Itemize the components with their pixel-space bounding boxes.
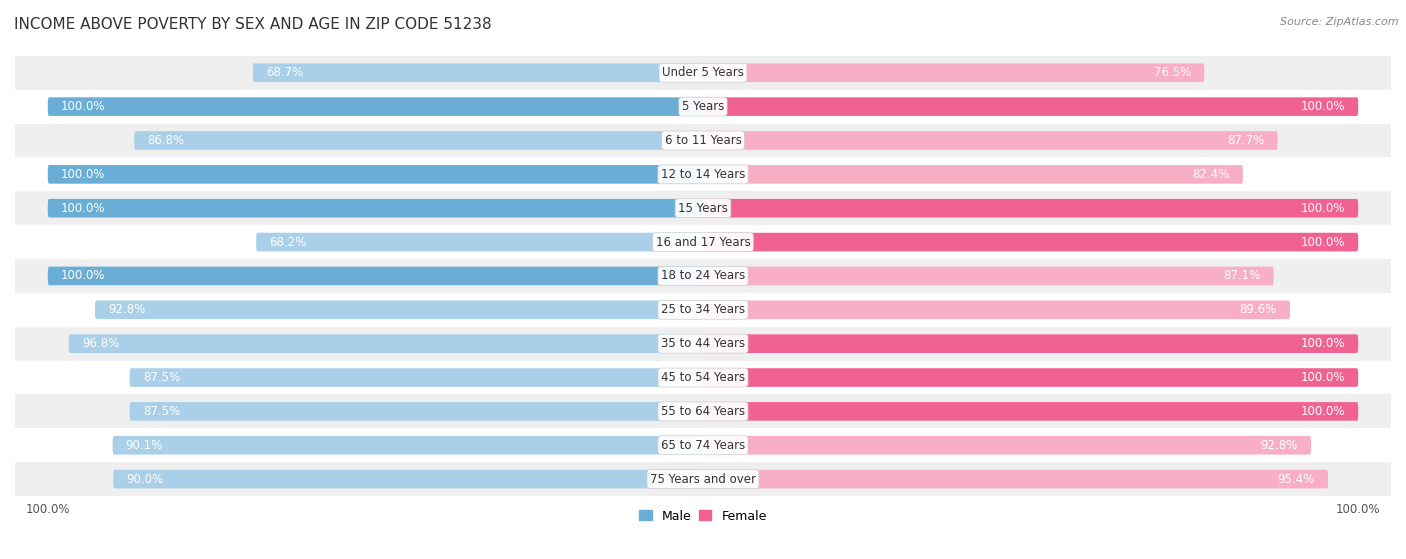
Text: 25 to 34 Years: 25 to 34 Years bbox=[661, 304, 745, 316]
Text: 75 Years and over: 75 Years and over bbox=[650, 472, 756, 486]
Text: 68.7%: 68.7% bbox=[266, 67, 304, 79]
Bar bbox=[15, 124, 1391, 158]
Bar bbox=[15, 259, 1391, 293]
FancyBboxPatch shape bbox=[703, 436, 1310, 454]
FancyBboxPatch shape bbox=[703, 165, 1243, 184]
Text: 100.0%: 100.0% bbox=[1301, 202, 1346, 215]
FancyBboxPatch shape bbox=[703, 267, 1274, 285]
Text: 92.8%: 92.8% bbox=[108, 304, 145, 316]
Text: 100.0%: 100.0% bbox=[60, 269, 105, 282]
FancyBboxPatch shape bbox=[703, 334, 1358, 353]
Text: 16 and 17 Years: 16 and 17 Years bbox=[655, 235, 751, 249]
Text: 76.5%: 76.5% bbox=[1154, 67, 1191, 79]
Text: 6 to 11 Years: 6 to 11 Years bbox=[665, 134, 741, 147]
Text: 55 to 64 Years: 55 to 64 Years bbox=[661, 405, 745, 418]
FancyBboxPatch shape bbox=[112, 436, 703, 454]
Text: 65 to 74 Years: 65 to 74 Years bbox=[661, 439, 745, 452]
Text: 89.6%: 89.6% bbox=[1240, 304, 1277, 316]
FancyBboxPatch shape bbox=[253, 63, 703, 82]
FancyBboxPatch shape bbox=[48, 267, 703, 285]
FancyBboxPatch shape bbox=[703, 368, 1358, 387]
FancyBboxPatch shape bbox=[96, 301, 703, 319]
FancyBboxPatch shape bbox=[129, 368, 703, 387]
FancyBboxPatch shape bbox=[48, 199, 703, 217]
Text: 86.8%: 86.8% bbox=[148, 134, 184, 147]
Text: 90.0%: 90.0% bbox=[127, 472, 163, 486]
Text: 100.0%: 100.0% bbox=[60, 168, 105, 181]
FancyBboxPatch shape bbox=[48, 97, 703, 116]
FancyBboxPatch shape bbox=[69, 334, 703, 353]
FancyBboxPatch shape bbox=[703, 131, 1278, 150]
FancyBboxPatch shape bbox=[703, 301, 1291, 319]
Text: 87.1%: 87.1% bbox=[1223, 269, 1261, 282]
Text: 100.0%: 100.0% bbox=[60, 202, 105, 215]
FancyBboxPatch shape bbox=[703, 233, 1358, 252]
FancyBboxPatch shape bbox=[703, 63, 1205, 82]
Text: Under 5 Years: Under 5 Years bbox=[662, 67, 744, 79]
Text: 18 to 24 Years: 18 to 24 Years bbox=[661, 269, 745, 282]
FancyBboxPatch shape bbox=[48, 165, 703, 184]
Text: 100.0%: 100.0% bbox=[1301, 235, 1346, 249]
Text: 45 to 54 Years: 45 to 54 Years bbox=[661, 371, 745, 384]
Text: INCOME ABOVE POVERTY BY SEX AND AGE IN ZIP CODE 51238: INCOME ABOVE POVERTY BY SEX AND AGE IN Z… bbox=[14, 17, 492, 32]
FancyBboxPatch shape bbox=[703, 402, 1358, 421]
Text: 15 Years: 15 Years bbox=[678, 202, 728, 215]
Bar bbox=[15, 56, 1391, 89]
Text: 87.5%: 87.5% bbox=[143, 405, 180, 418]
FancyBboxPatch shape bbox=[129, 402, 703, 421]
FancyBboxPatch shape bbox=[256, 233, 703, 252]
Text: 100.0%: 100.0% bbox=[1301, 405, 1346, 418]
FancyBboxPatch shape bbox=[134, 131, 703, 150]
Bar bbox=[15, 395, 1391, 428]
Text: 35 to 44 Years: 35 to 44 Years bbox=[661, 337, 745, 350]
FancyBboxPatch shape bbox=[703, 199, 1358, 217]
Text: Source: ZipAtlas.com: Source: ZipAtlas.com bbox=[1281, 17, 1399, 27]
FancyBboxPatch shape bbox=[703, 97, 1358, 116]
Text: 12 to 14 Years: 12 to 14 Years bbox=[661, 168, 745, 181]
Bar bbox=[15, 462, 1391, 496]
Text: 82.4%: 82.4% bbox=[1192, 168, 1230, 181]
Text: 96.8%: 96.8% bbox=[82, 337, 120, 350]
Bar bbox=[15, 191, 1391, 225]
Legend: Male, Female: Male, Female bbox=[640, 510, 766, 523]
Text: 87.5%: 87.5% bbox=[143, 371, 180, 384]
FancyBboxPatch shape bbox=[114, 470, 703, 489]
FancyBboxPatch shape bbox=[703, 470, 1329, 489]
Text: 100.0%: 100.0% bbox=[1301, 371, 1346, 384]
Text: 92.8%: 92.8% bbox=[1261, 439, 1298, 452]
Text: 100.0%: 100.0% bbox=[1301, 337, 1346, 350]
Text: 95.4%: 95.4% bbox=[1278, 472, 1315, 486]
Text: 100.0%: 100.0% bbox=[60, 100, 105, 113]
Text: 5 Years: 5 Years bbox=[682, 100, 724, 113]
Bar bbox=[15, 327, 1391, 361]
Text: 68.2%: 68.2% bbox=[269, 235, 307, 249]
Text: 90.1%: 90.1% bbox=[125, 439, 163, 452]
Text: 87.7%: 87.7% bbox=[1227, 134, 1264, 147]
Text: 100.0%: 100.0% bbox=[1301, 100, 1346, 113]
